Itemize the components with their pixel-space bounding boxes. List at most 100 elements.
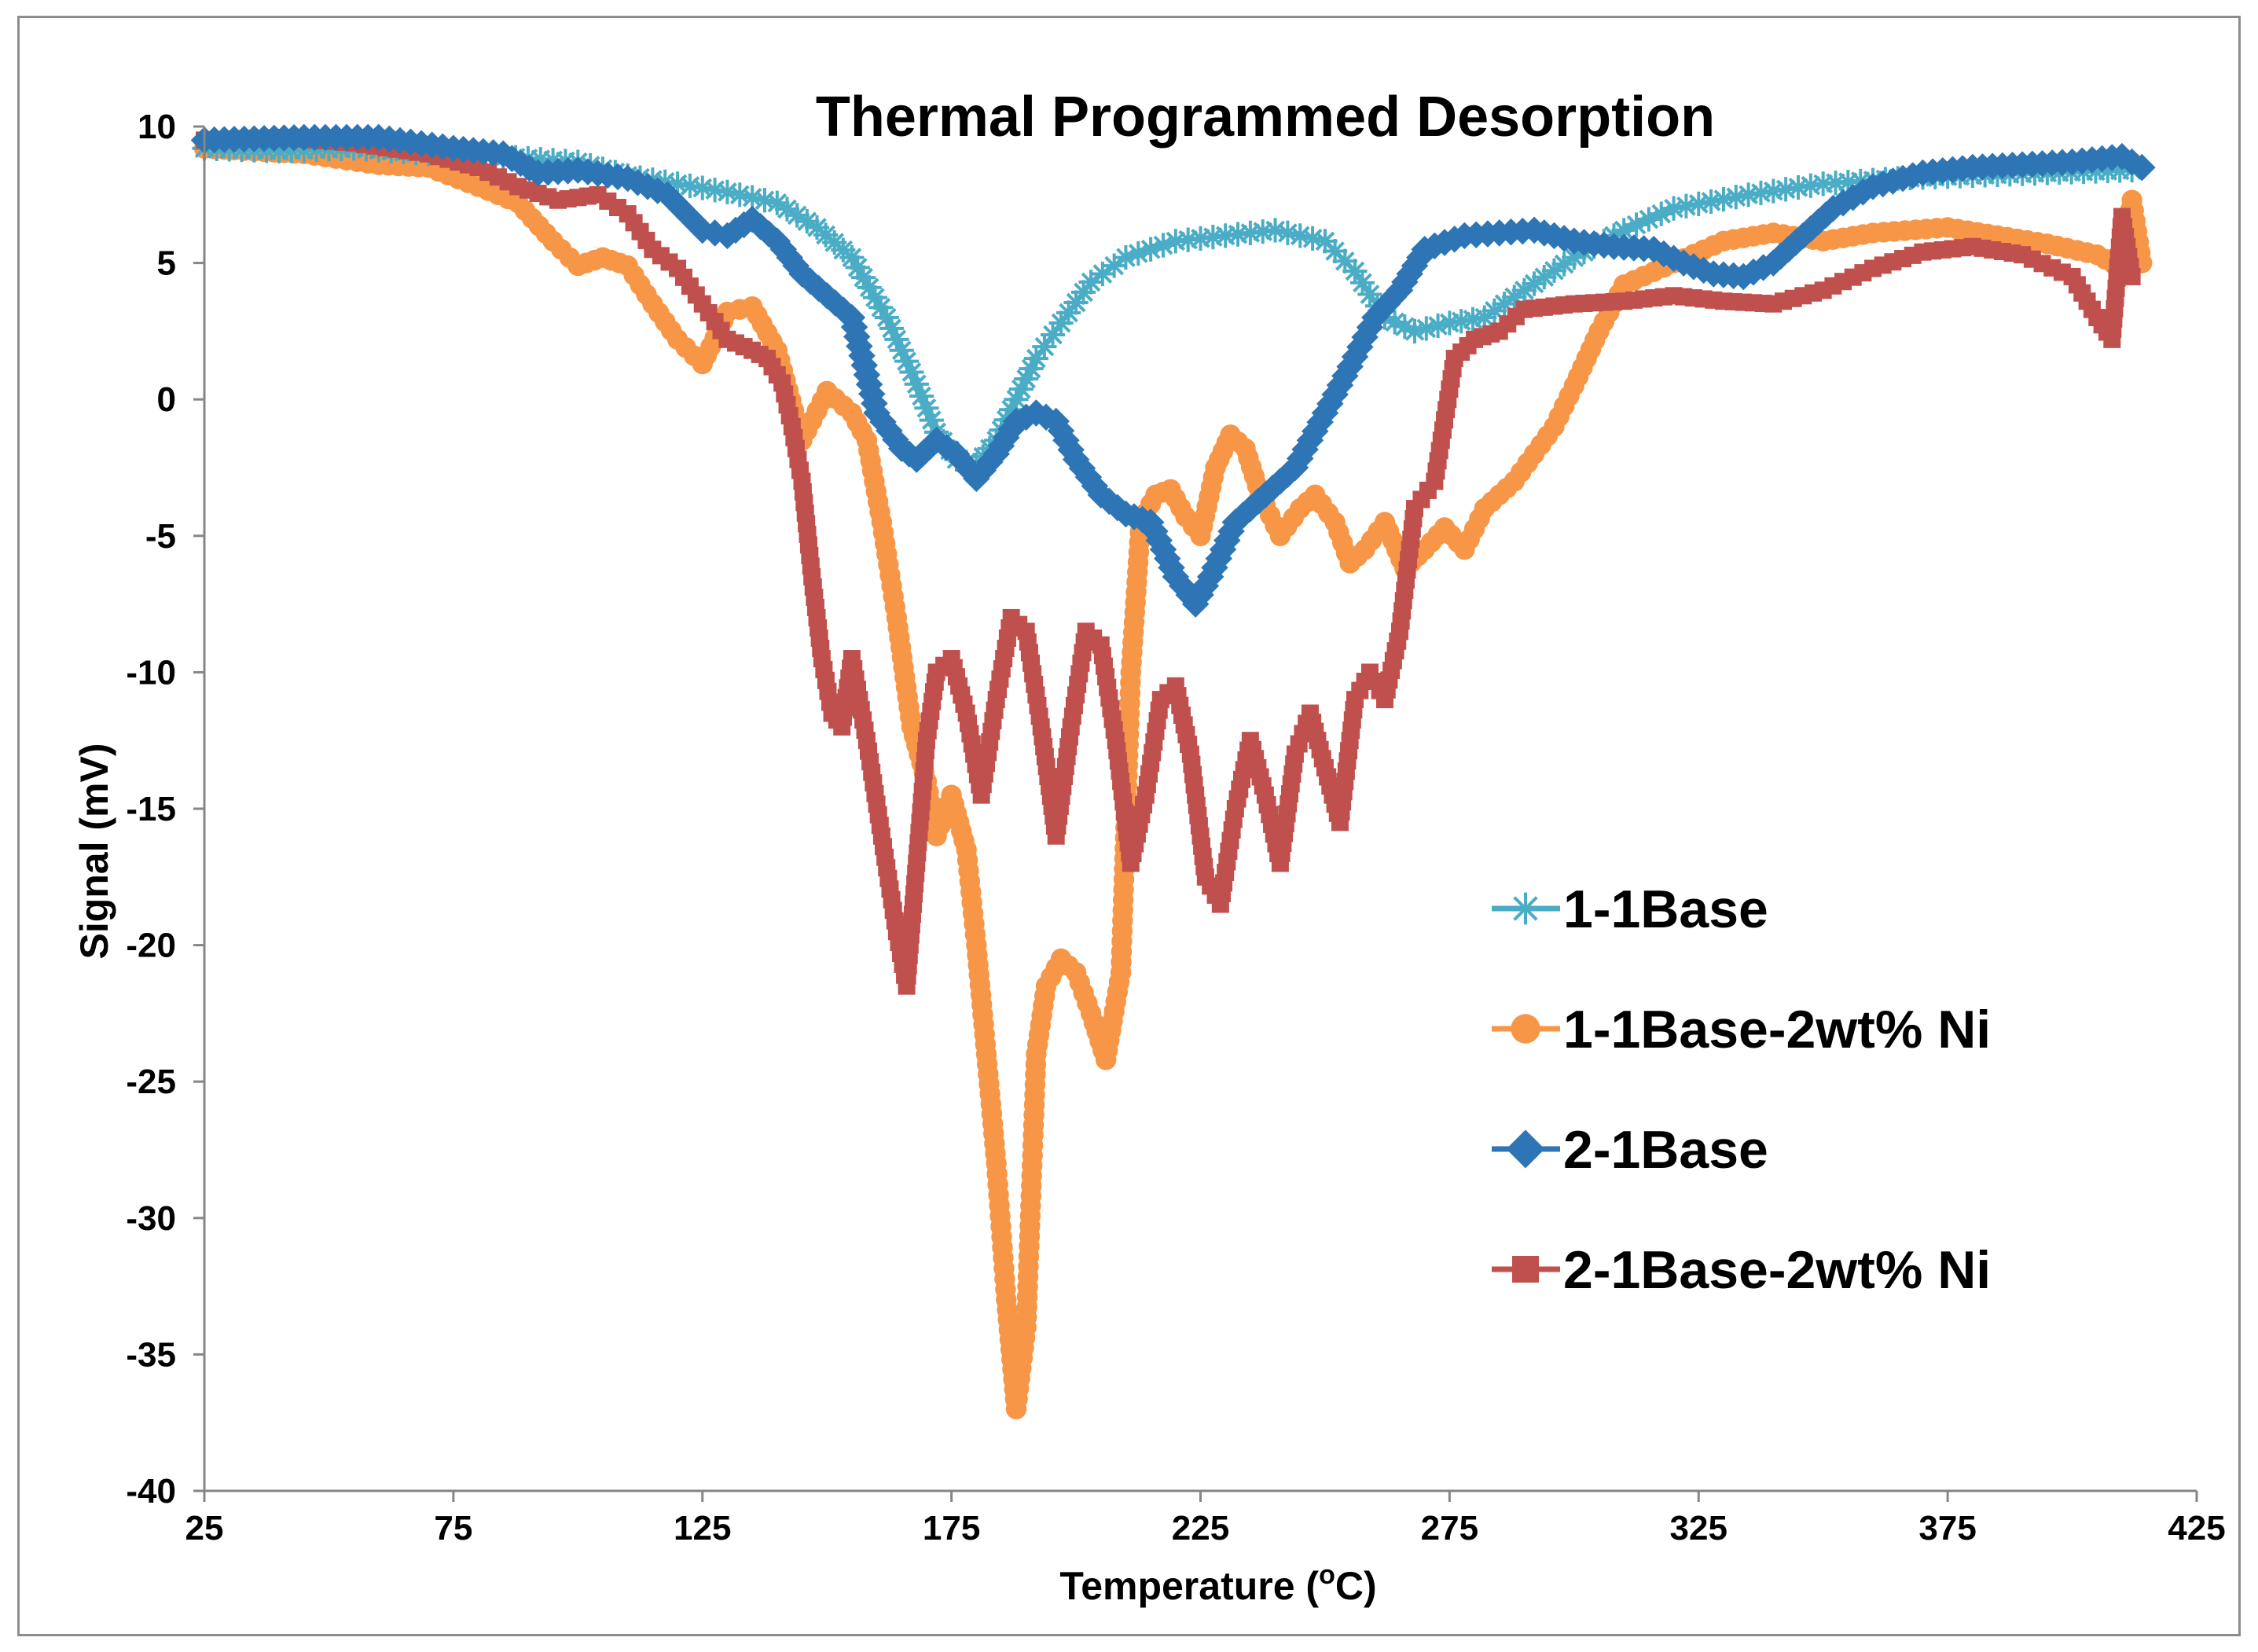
data-point-asterisk <box>1786 174 1811 200</box>
data-point-asterisk <box>884 327 909 352</box>
data-point-diamond <box>1760 249 1787 277</box>
data-point-asterisk <box>1511 277 1537 303</box>
data-point-asterisk <box>774 196 800 222</box>
data-point-asterisk <box>1761 178 1786 204</box>
data-point-asterisk <box>1048 310 1074 336</box>
legend-item: 1-1Base-2wt% Ni <box>1492 1000 1991 1059</box>
data-point-asterisk <box>839 245 865 270</box>
data-point-square <box>2123 267 2141 285</box>
data-point-diamond <box>714 222 741 250</box>
data-point-asterisk <box>1163 229 1188 254</box>
y-tick-label: -25 <box>126 1063 176 1101</box>
data-point-asterisk <box>1188 226 1213 251</box>
legend-item: 1-1Base <box>1492 879 1768 939</box>
data-point-asterisk <box>1008 376 1034 402</box>
data-point-diamond <box>769 235 798 263</box>
data-point-asterisk <box>1636 207 1661 232</box>
data-point-asterisk <box>1323 238 1348 264</box>
data-point-asterisk <box>740 185 765 210</box>
data-point-asterisk <box>1437 310 1462 336</box>
data-point-diamond <box>1301 417 1329 445</box>
data-point-asterisk <box>1019 356 1044 381</box>
data-point-diamond <box>1660 244 1687 273</box>
data-point-diamond <box>1739 258 1768 286</box>
data-point-asterisk <box>1176 227 1201 252</box>
data-point-asterisk <box>1102 253 1127 278</box>
y-tick-label: -35 <box>126 1335 176 1374</box>
data-point-asterisk <box>528 147 553 172</box>
data-point-asterisk <box>652 169 677 194</box>
data-point-asterisk <box>1014 366 1039 391</box>
data-point-asterisk <box>217 137 242 162</box>
x-tick-label: 125 <box>674 1509 731 1547</box>
data-point-asterisk <box>1532 265 1557 290</box>
data-point-diamond <box>776 244 803 271</box>
legend-label: 1-1Base-2wt% Ni <box>1563 1000 1991 1059</box>
series-2-1base-2wt-ni <box>196 128 2141 995</box>
y-tick-label: 10 <box>138 108 176 146</box>
data-point-asterisk <box>999 397 1024 422</box>
series-1-1base-2wt-ni <box>193 138 2153 1420</box>
data-point-asterisk <box>1562 245 1587 270</box>
x-tick-label: 375 <box>1918 1509 1976 1547</box>
y-tick-label: 0 <box>157 380 176 419</box>
data-point-asterisk <box>1541 258 1567 283</box>
x-tick-label: 425 <box>2168 1509 2225 1547</box>
data-point-asterisk <box>1275 220 1301 246</box>
data-point-asterisk <box>1300 226 1325 251</box>
data-point-asterisk <box>1056 300 1081 325</box>
data-point-diamond <box>1506 1129 1545 1169</box>
data-point-asterisk <box>1402 318 1427 343</box>
data-point-diamond <box>1839 183 1867 211</box>
data-point-asterisk <box>702 178 728 203</box>
x-tick-label: 75 <box>434 1509 472 1547</box>
data-point-asterisk <box>1004 387 1029 412</box>
legend-item: 2-1Base <box>1492 1120 1768 1180</box>
data-point-asterisk <box>727 182 752 207</box>
x-tick-label: 175 <box>923 1509 980 1547</box>
data-point-asterisk <box>1138 237 1163 262</box>
data-point-asterisk <box>1551 251 1577 277</box>
data-point-asterisk <box>1711 186 1736 212</box>
data-point-asterisk <box>1798 173 1823 198</box>
y-tick-label: -20 <box>126 927 176 965</box>
data-point-asterisk <box>1823 171 1849 196</box>
data-point-asterisk <box>665 171 690 196</box>
data-point-asterisk <box>874 305 899 330</box>
data-point-asterisk <box>1724 185 1749 210</box>
y-axis-title: Signal (mV) <box>72 743 116 959</box>
data-point-diamond <box>1639 235 1668 263</box>
x-tick-label: 325 <box>1670 1509 1727 1547</box>
x-axis-title: Temperature (oC) <box>1059 1560 1376 1608</box>
data-point-asterisk <box>784 203 810 228</box>
y-tick-label: -30 <box>126 1199 176 1238</box>
x-tick-label: 25 <box>185 1509 224 1547</box>
legend-label: 1-1Base <box>1563 879 1768 939</box>
data-point-asterisk <box>1382 310 1408 335</box>
data-point-asterisk <box>266 138 292 163</box>
data-point-asterisk <box>1250 219 1276 244</box>
x-tick-label: 275 <box>1421 1509 1478 1547</box>
data-point-asterisk <box>1238 220 1263 246</box>
data-point-asterisk <box>303 137 329 163</box>
data-point-asterisk <box>857 275 882 300</box>
data-point-asterisk <box>909 384 934 409</box>
data-point-asterisk <box>1349 270 1375 296</box>
data-point-asterisk <box>919 407 944 433</box>
data-point-asterisk <box>1649 201 1674 226</box>
data-point-asterisk <box>1522 271 1547 296</box>
data-point-diamond <box>1316 390 1344 418</box>
data-point-asterisk <box>1502 285 1527 310</box>
legend-label: 2-1Base <box>1563 1120 1768 1180</box>
data-point-diamond <box>1797 215 1825 243</box>
data-point-asterisk <box>1414 316 1439 341</box>
data-point-asterisk <box>765 190 790 215</box>
data-point-asterisk <box>1078 270 1103 295</box>
data-point-diamond <box>2128 153 2156 182</box>
data-point-asterisk <box>1287 223 1313 248</box>
data-point-asterisk <box>1835 169 1860 195</box>
data-point-asterisk <box>1460 307 1485 332</box>
data-point-asterisk <box>1748 180 1774 206</box>
data-point-asterisk <box>1698 189 1724 215</box>
data-point-asterisk <box>1392 314 1417 340</box>
